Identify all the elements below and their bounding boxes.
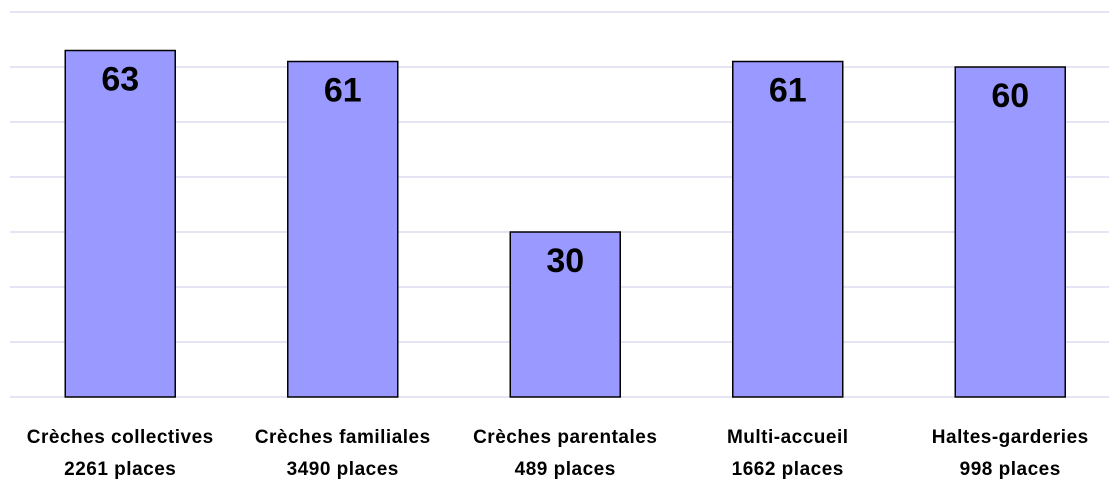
x-tick-label: 2261 places — [64, 459, 176, 480]
value-label: 60 — [991, 77, 1029, 115]
x-tick-label: Crèches collectives — [27, 427, 214, 448]
x-tick-label: Crèches parentales — [473, 427, 657, 448]
x-tick-label: 489 places — [515, 459, 616, 480]
x-tick-label: 3490 places — [287, 459, 399, 480]
value-label: 61 — [769, 71, 807, 109]
bar — [64, 49, 176, 398]
x-tick-label: 1662 places — [732, 459, 844, 480]
x-tick-label: Multi-accueil — [727, 427, 849, 448]
value-label: 63 — [101, 60, 139, 98]
bar — [954, 66, 1066, 398]
x-tick-label: Haltes-garderies — [932, 427, 1089, 448]
x-tick-label: 998 places — [960, 459, 1061, 480]
bar — [732, 60, 844, 398]
value-label: 30 — [546, 242, 584, 280]
value-label: 61 — [324, 71, 362, 109]
x-tick-label: Crèches familiales — [255, 427, 431, 448]
bar — [509, 231, 621, 398]
bar — [287, 60, 399, 398]
